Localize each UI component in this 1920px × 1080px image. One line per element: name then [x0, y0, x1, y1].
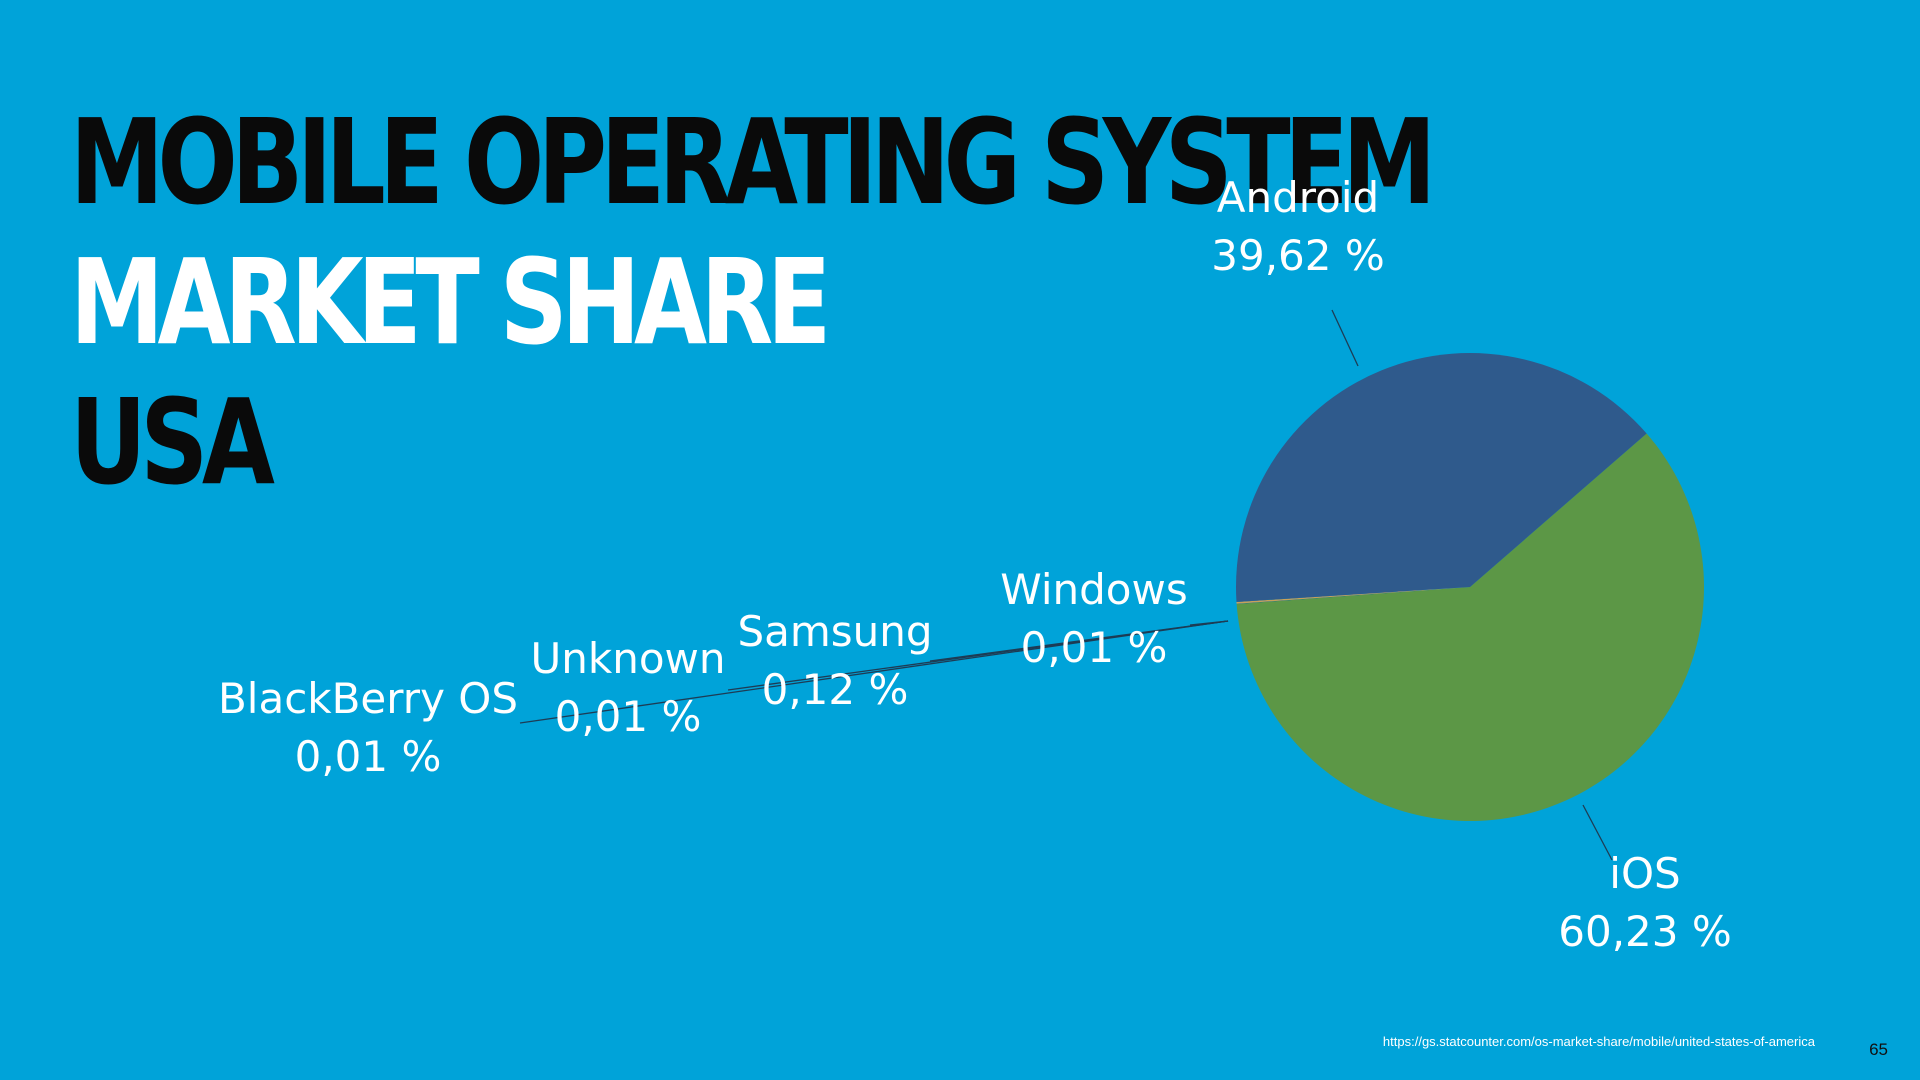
slice-label-ios: iOS [1609, 849, 1680, 898]
leader-line-android [1331, 309, 1359, 367]
source-link[interactable]: https://gs.statcounter.com/os-market-sha… [1382, 1034, 1815, 1049]
slice-label-windows: Windows [1000, 565, 1187, 614]
pie-slice-unknown [1236, 587, 1470, 604]
slice-value-unknown: 0,01 % [555, 692, 702, 741]
pie-slice-ios [1236, 433, 1704, 822]
slice-label-unknown: Unknown [531, 634, 726, 683]
pie-slice-blackberry-os [1236, 587, 1470, 605]
page-number: 65 [1869, 1040, 1888, 1059]
slice-value-android: 39,62 % [1211, 231, 1385, 280]
pie-slice-samsung [1236, 587, 1470, 604]
slice-value-ios: 60,23 % [1558, 907, 1732, 956]
title-line-3: USA [70, 373, 275, 511]
leader-line-ios [1582, 804, 1613, 861]
pie-slice-windows [1236, 587, 1470, 602]
title-line-1: MOBILE OPERATING SYSTEM [70, 93, 1436, 231]
slide-title: MOBILE OPERATING SYSTEM MARKET SHARE USA [70, 92, 1436, 512]
slice-label-android: Android [1217, 173, 1379, 222]
leader-line-windows [1189, 620, 1229, 626]
leader-line-samsung [929, 620, 1229, 662]
slice-label-samsung: Samsung [737, 607, 932, 656]
slice-value-windows: 0,01 % [1021, 623, 1168, 672]
slice-value-blackberry-os: 0,01 % [295, 732, 442, 781]
slice-label-blackberry-os: BlackBerry OS [218, 674, 518, 723]
pie-slice-android [1236, 352, 1647, 602]
leader-line-blackberry-os [519, 620, 1229, 724]
slice-value-samsung: 0,12 % [762, 665, 909, 714]
title-line-2: MARKET SHARE [70, 233, 831, 371]
